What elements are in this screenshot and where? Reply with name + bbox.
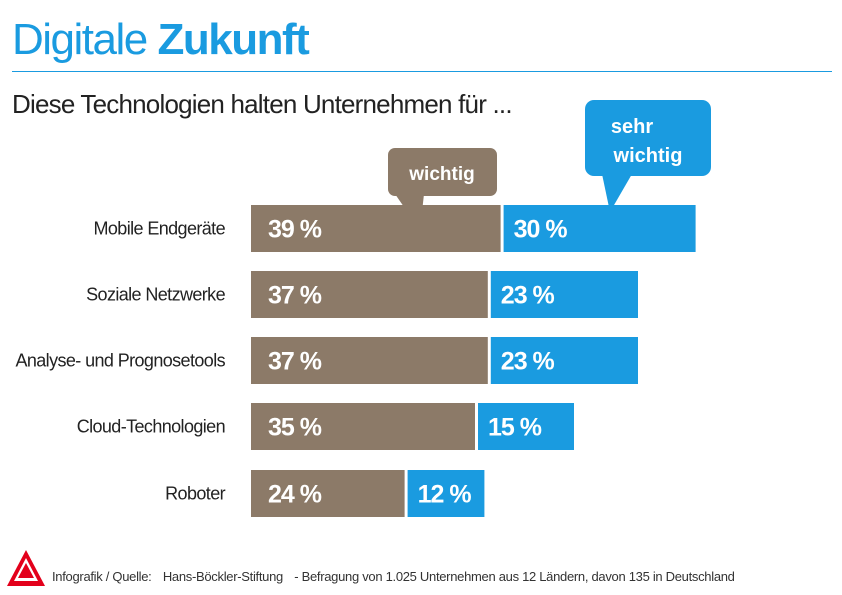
data-label-wichtig: 37 % — [268, 282, 322, 310]
category-label: Roboter — [165, 484, 225, 504]
data-label-wichtig: 37 % — [268, 348, 322, 376]
legend-callout-sehr-wichtig-pointer — [602, 174, 632, 212]
data-label-sehr-wichtig: 15 % — [488, 414, 542, 442]
bar-wichtig — [251, 205, 501, 252]
legend-callout-wichtig-pointer — [395, 194, 424, 230]
bar-sehr-wichtig — [490, 337, 638, 384]
legend-callout-wichtig — [388, 148, 497, 196]
legend-callout-sehr-wichtig — [585, 100, 711, 176]
bar-wichtig — [251, 271, 488, 318]
bar-chart: Mobile Endgeräte 39 % 30 % Soziale Netzwerk… — [15, 100, 711, 517]
bar-wichtig — [251, 403, 475, 450]
category-label: Analyse- und Prognosetools — [15, 351, 225, 371]
title-divider — [12, 71, 832, 72]
chart-subtitle: Diese Technologien halten Unternehmen fü… — [12, 89, 513, 119]
data-label-sehr-wichtig: 12 % — [418, 481, 472, 509]
bar-sehr-wichtig — [407, 470, 485, 517]
source-label: Infografik / Quelle: — [52, 569, 152, 584]
bar-sehr-wichtig — [503, 205, 696, 252]
legend-label-wichtig2: wichtig — [613, 145, 683, 167]
title-part1: Digitale — [12, 15, 148, 64]
bar-wichtig — [251, 470, 405, 517]
data-label-wichtig: 39 % — [268, 216, 322, 244]
bar-sehr-wichtig — [478, 403, 574, 450]
data-label-wichtig: 35 % — [268, 414, 322, 442]
data-label-sehr-wichtig: 30 % — [514, 216, 568, 244]
data-label-wichtig: 24 % — [268, 481, 322, 509]
bar-wichtig — [251, 337, 488, 384]
title-part2: Zukunft — [157, 15, 309, 64]
bar-sehr-wichtig — [490, 271, 638, 318]
legend-label-wichtig: wichtig — [408, 164, 474, 185]
igm-logo-icon — [5, 548, 47, 595]
data-label-sehr-wichtig: 23 % — [501, 282, 555, 310]
survey-note: - Befragung von 1.025 Unternehmen aus 12… — [294, 569, 735, 584]
category-label: Soziale Netzwerke — [86, 285, 225, 305]
category-label: Cloud-Technologien — [77, 417, 225, 437]
category-label: Mobile Endgeräte — [94, 219, 226, 239]
source-name: Hans-Böckler-Stiftung — [162, 569, 283, 584]
data-label-sehr-wichtig: 23 % — [501, 348, 555, 376]
source-note: Infografik / Quelle: Hans-Böckler-Stiftu… — [52, 569, 743, 584]
page-title: Digitale Zukunft — [12, 14, 310, 66]
legend-label-sehr: sehr — [611, 116, 653, 138]
